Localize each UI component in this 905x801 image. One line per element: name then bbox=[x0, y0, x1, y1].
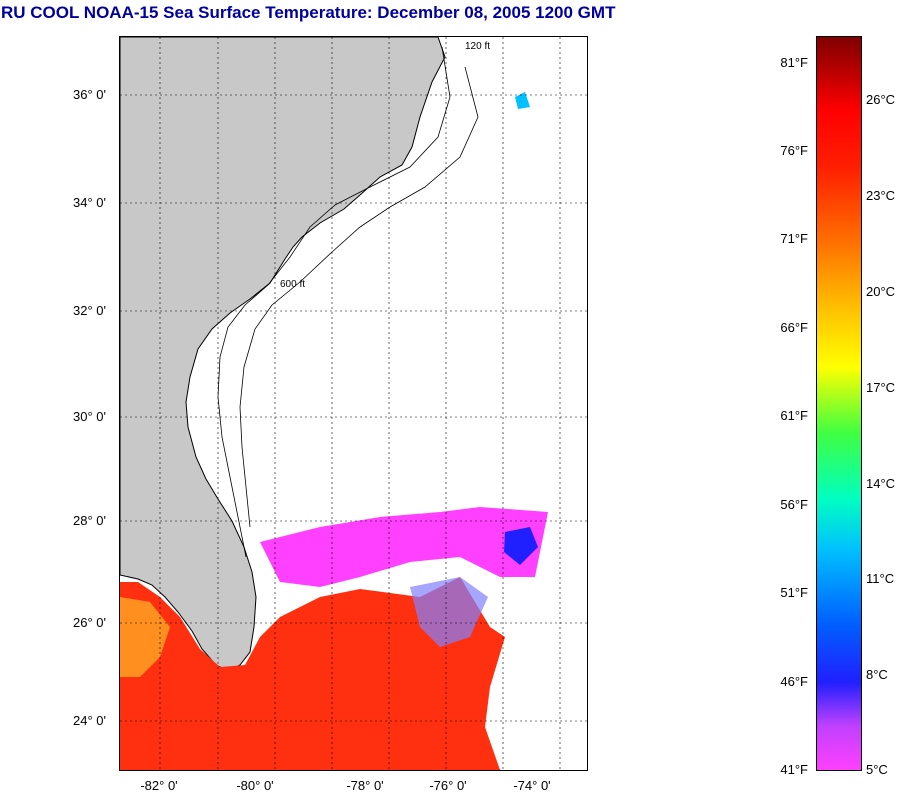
lon-label: -82° 0' bbox=[140, 778, 178, 793]
sst-map: 120 ft 600 ft bbox=[119, 36, 588, 771]
colorbar-f-label: 71°F bbox=[780, 231, 808, 246]
lat-label: 36° 0' bbox=[73, 87, 106, 102]
colorbar-f-label: 41°F bbox=[780, 762, 808, 777]
colorbar-c-label: 8°C bbox=[866, 667, 888, 682]
lon-label: -78° 0' bbox=[346, 778, 384, 793]
colorbar-c-label: 11°C bbox=[866, 571, 895, 586]
colorbar-f-label: 46°F bbox=[780, 674, 808, 689]
lat-label: 28° 0' bbox=[73, 513, 106, 528]
land-mass bbox=[120, 37, 446, 672]
colorbar-c-label: 26°C bbox=[866, 92, 896, 107]
contour-120ft bbox=[217, 46, 451, 558]
sst-mixed-region bbox=[410, 577, 488, 647]
contour-label: 600 ft bbox=[280, 279, 305, 290]
lat-label: 32° 0' bbox=[73, 303, 106, 318]
color-scale-bar bbox=[816, 36, 862, 771]
sst-cyan-patch bbox=[515, 92, 530, 109]
lon-label: -76° 0' bbox=[429, 778, 467, 793]
colorbar-c-label: 23°C bbox=[866, 188, 896, 203]
colorbar-f-label: 51°F bbox=[780, 585, 808, 600]
lat-label: 26° 0' bbox=[73, 615, 106, 630]
grid-lines bbox=[120, 37, 587, 770]
sst-orange-region bbox=[120, 597, 170, 677]
colorbar-f-label: 61°F bbox=[780, 408, 808, 423]
colorbar-c-label: 14°C bbox=[866, 476, 896, 491]
map-title: RU COOL NOAA-15 Sea Surface Temperature:… bbox=[1, 3, 616, 22]
contour-label: 120 ft bbox=[465, 41, 490, 52]
colorbar-f-label: 81°F bbox=[780, 55, 808, 70]
lon-label: -80° 0' bbox=[236, 778, 274, 793]
colorbar-c-label: 17°C bbox=[866, 380, 896, 395]
sst-blue-patch bbox=[504, 527, 538, 565]
lat-label: 34° 0' bbox=[73, 195, 106, 210]
colorbar-f-label: 56°F bbox=[780, 497, 808, 512]
lat-label: 24° 0' bbox=[73, 713, 106, 728]
sst-warm-region bbox=[120, 577, 505, 770]
colorbar-f-label: 76°F bbox=[780, 143, 808, 158]
colorbar-f-label: 66°F bbox=[780, 320, 808, 335]
contour-600ft bbox=[239, 66, 479, 528]
lon-label: -74° 0' bbox=[513, 778, 551, 793]
lat-label: 30° 0' bbox=[73, 409, 106, 424]
colorbar-c-label: 20°C bbox=[866, 284, 896, 299]
map-canvas: 120 ft 600 ft bbox=[120, 37, 587, 770]
colorbar-c-label: 5°C bbox=[866, 762, 888, 777]
